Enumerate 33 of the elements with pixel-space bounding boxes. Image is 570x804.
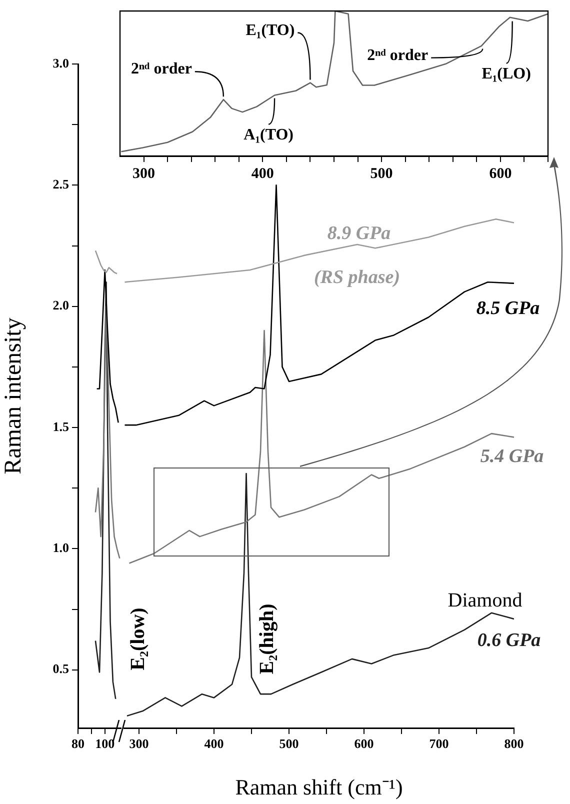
x-tick-label: 400: [204, 736, 224, 752]
y-tick-label: 1.0: [52, 540, 69, 556]
x-tick-label: 500: [279, 736, 299, 752]
series-label: 8.9 GPa: [327, 222, 392, 244]
x-axis-title: Raman shift (cm⁻¹): [235, 774, 403, 800]
series-label: 5.4 GPa: [480, 446, 544, 467]
annotation: 2ⁿᵈ order: [130, 60, 192, 78]
annotation: E₁(LO): [482, 65, 531, 82]
x-tick-label: 700: [429, 736, 449, 752]
x-tick-label: 100: [95, 736, 115, 752]
annotation: Diamond: [448, 589, 522, 612]
y-tick-label: 3.0: [52, 55, 69, 70]
x-tick-label: 80: [72, 736, 84, 752]
y-tick-label: 1.5: [52, 418, 70, 434]
annotation: A₁(TO): [244, 126, 294, 144]
x-tick-label: 600: [489, 166, 512, 182]
annotation: (RS phase): [314, 266, 400, 288]
y-tick-label: 2.5: [52, 176, 70, 192]
x-tick-label: 800: [504, 736, 524, 752]
x-tick-label: 600: [354, 736, 374, 752]
x-tick-label: 400: [251, 166, 274, 182]
x-tick-label: 300: [129, 736, 149, 752]
x-tick-label: 500: [370, 166, 393, 182]
series-label: 8.5 GPa: [476, 298, 540, 319]
y-axis-title: Raman intensity: [0, 318, 27, 474]
y-tick-label: 2.0: [52, 298, 69, 313]
annotation: E₁(TO): [246, 22, 295, 39]
x-tick-label: 300: [132, 166, 156, 182]
annotation: E₂(low): [127, 608, 150, 670]
y-tick-label: 0.5: [52, 661, 70, 676]
series-label: 0.6 GPa: [477, 630, 542, 651]
annotation: E₂(high): [256, 604, 278, 674]
annotation: 2ⁿᵈ order: [367, 46, 428, 64]
